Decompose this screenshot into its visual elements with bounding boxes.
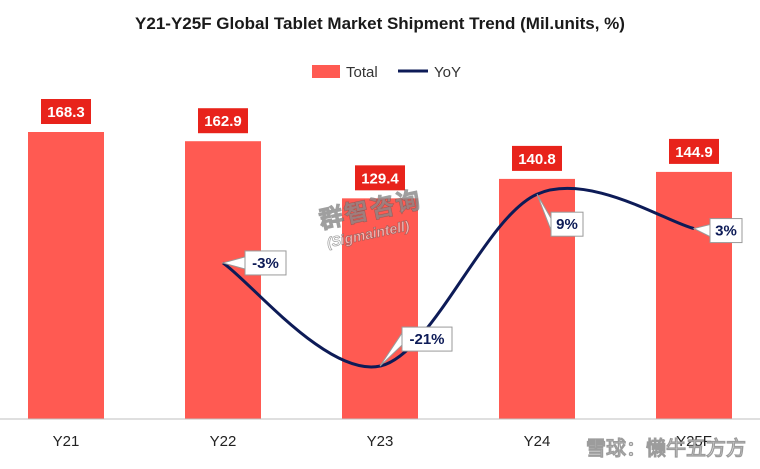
yoy-callout: -21%	[379, 326, 453, 367]
yoy-callout-box	[244, 250, 287, 276]
x-tick-label: Y25F	[676, 433, 712, 450]
bar-y21	[28, 132, 104, 419]
footer-watermark: 雪球：懒牛五方方	[586, 436, 747, 461]
yoy-callout: 9%	[536, 193, 584, 237]
yoy-value-label: 3%	[715, 223, 737, 240]
bar-y22	[185, 141, 261, 419]
bar-value-label: 140.8	[518, 151, 556, 168]
legend-total-swatch	[312, 65, 340, 78]
bar-y23	[342, 198, 418, 419]
x-tick-label: Y21	[53, 433, 80, 450]
chart-title: Y21-Y25F Global Tablet Market Shipment T…	[135, 14, 625, 33]
bar-value-label: 162.9	[204, 113, 242, 130]
bar-value-badge	[512, 145, 562, 171]
bar-value-badge	[669, 138, 719, 164]
x-tick-label: Y24	[524, 433, 551, 450]
yoy-callout-box	[401, 326, 453, 352]
legend: Total YoY	[312, 64, 461, 81]
legend-total-label: Total	[346, 64, 378, 81]
x-tick-label: Y22	[210, 433, 237, 450]
yoy-line	[222, 187, 695, 369]
bar-value-badge	[198, 108, 248, 134]
bar-value-label: 129.4	[361, 170, 399, 187]
yoy-value-label: 9%	[556, 216, 578, 233]
yoy-callout: 3%	[692, 218, 743, 244]
x-tick-label: Y23	[367, 433, 394, 450]
bar-y25f	[656, 171, 732, 419]
bar-value-label: 144.9	[675, 144, 713, 161]
yoy-callout: -3%	[221, 250, 287, 276]
yoy-value-label: -21%	[409, 331, 444, 348]
bar-value-badge	[355, 165, 405, 191]
yoy-value-label: -3%	[252, 255, 279, 272]
bar-value-badge	[41, 99, 91, 125]
yoy-callout-box	[550, 211, 584, 237]
bar-value-label: 168.3	[47, 104, 85, 121]
legend-yoy-label: YoY	[434, 64, 461, 81]
yoy-callout-box	[709, 218, 743, 244]
